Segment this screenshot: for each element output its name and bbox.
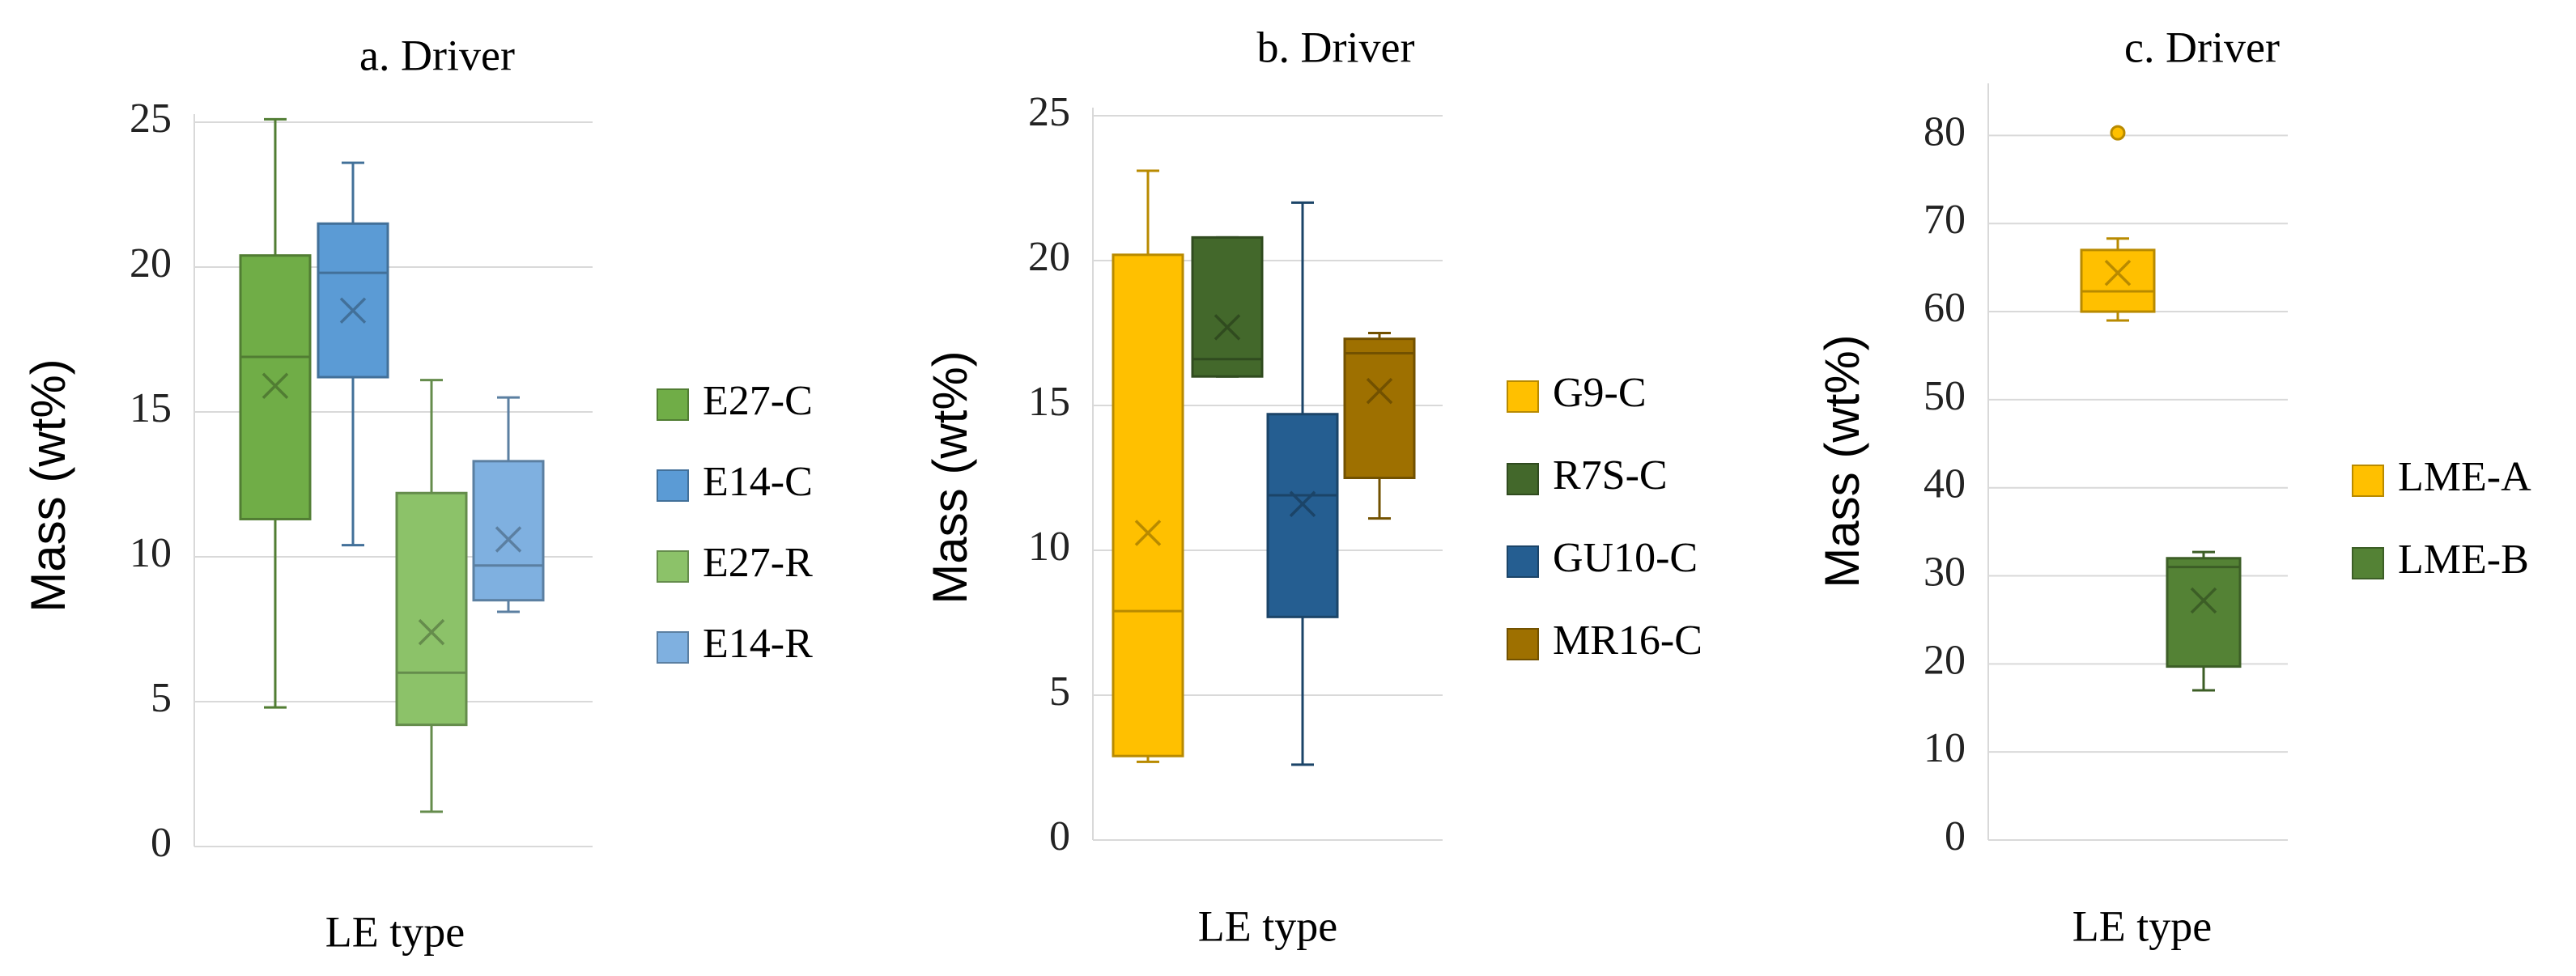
y-tick-label: 40 [1923,461,1966,507]
box-e27-r [395,379,468,813]
y-tick-label: 80 [1923,108,1966,155]
legend-swatch [657,631,689,664]
mean-marker [1289,490,1316,517]
y-tick-label: 0 [1945,813,1966,859]
y-tick-label: 10 [1923,725,1966,771]
box-lme-a [2080,125,2156,322]
box-iqr [472,460,545,602]
chart-title: c. Driver [2124,23,2280,71]
y-axis-label: Mass (wt%) [923,350,977,604]
legend-label: G9-C [1553,370,1647,416]
box-gu10-c [1266,201,1339,766]
legend-label: R7S-C [1553,452,1668,499]
y-tick-label: 30 [1923,549,1966,595]
legend-label: MR16-C [1553,617,1702,664]
box-r7s-c [1191,236,1264,378]
panel-a: a. Driver 0 5 10 15 20 25 Mass (wt%) LE type E27-… [21,31,813,956]
legend-swatch [657,469,689,502]
x-axis-label: LE type [1198,902,1337,950]
legend-item-e14-c: E14-C [657,459,813,505]
box-lme-b [2166,550,2242,692]
panel-c: c. Driver 0 10 20 30 40 50 60 70 80 Mass (wt%) LE t… [1815,23,2531,950]
y-tick-label: 20 [1028,234,1070,280]
y-axis-label: Mass (wt%) [21,359,75,612]
legend-label: LME-A [2398,454,2531,500]
box-iqr [1343,337,1416,479]
box-iqr [395,491,468,727]
y-tick-label: 50 [1923,373,1966,419]
y-tick-label: 15 [1028,379,1070,425]
legend-item-r7s-c: R7S-C [1507,452,1668,499]
legend-swatch [657,550,689,583]
y-tick-label: 20 [130,240,172,286]
legend-label: E14-R [703,621,813,667]
x-axis-label: LE type [325,907,465,956]
y-tick-label: 5 [1049,668,1070,715]
legend-swatch [2352,547,2384,579]
y-tick-label: 60 [1923,285,1966,331]
y-tick-label: 5 [151,675,172,721]
y-tick-label: 15 [130,385,172,431]
mean-marker [2104,259,2132,286]
y-tick-label: 0 [1049,813,1070,859]
legend-item-gu10-c: GU10-C [1507,535,1698,581]
box-g9-c [1112,169,1184,763]
outlier-point [2110,125,2126,141]
y-axis-label: Mass (wt%) [1815,334,1869,588]
box-iqr [1266,413,1339,618]
mean-marker [495,526,522,553]
chart-title: b. Driver [1257,23,1415,71]
x-axis-label: LE type [2072,902,2212,950]
box-iqr [2166,557,2242,668]
panel-b: b. Driver 0 5 10 15 20 25 Mass (wt%) LE type G9-C… [923,23,1702,950]
y-tick-label: 10 [130,530,172,576]
mean-marker [1366,377,1393,405]
box-e27-c [239,117,312,709]
y-tick-label: 20 [1923,637,1966,683]
box-iqr [1112,253,1184,757]
legend-label: LME-B [2398,537,2529,583]
y-tick-label: 0 [151,820,172,866]
mean-marker [339,297,367,324]
legend-item-mr16-c: MR16-C [1507,617,1702,664]
box-iqr [1191,236,1264,378]
mean-marker [2190,587,2217,614]
chart-title: a. Driver [359,31,515,79]
legend-item-lme-a: LME-A [2352,454,2531,500]
legend-item-e27-c: E27-C [657,378,813,424]
mean-marker [1214,314,1241,341]
legend-swatch [657,388,689,421]
legend-swatch [2352,465,2384,497]
legend-label: E27-R [703,540,813,586]
mean-marker [418,618,445,646]
legend-swatch [1507,463,1539,495]
legend-item-lme-b: LME-B [2352,537,2529,583]
mean-marker [261,372,289,400]
legend-swatch [1507,380,1539,413]
legend-swatch [1507,545,1539,578]
y-tick-label: 25 [130,95,172,142]
legend-label: E27-C [703,378,813,424]
legend-label: GU10-C [1553,535,1698,581]
mean-marker [1134,520,1162,546]
y-tick-label: 25 [1028,89,1070,135]
legend-item-e27-r: E27-R [657,540,813,586]
legend-label: E14-C [703,459,813,505]
box-e14-c [317,161,389,547]
box-e14-r [472,396,545,613]
box-iqr [2080,248,2156,313]
y-tick-label: 10 [1028,524,1070,570]
legend-item-g9-c: G9-C [1507,370,1647,416]
legend-swatch [1507,628,1539,660]
box-mr16-c [1343,332,1416,520]
legend-item-e14-r: E14-R [657,621,813,667]
y-tick-label: 70 [1923,197,1966,243]
box-iqr [317,222,389,379]
